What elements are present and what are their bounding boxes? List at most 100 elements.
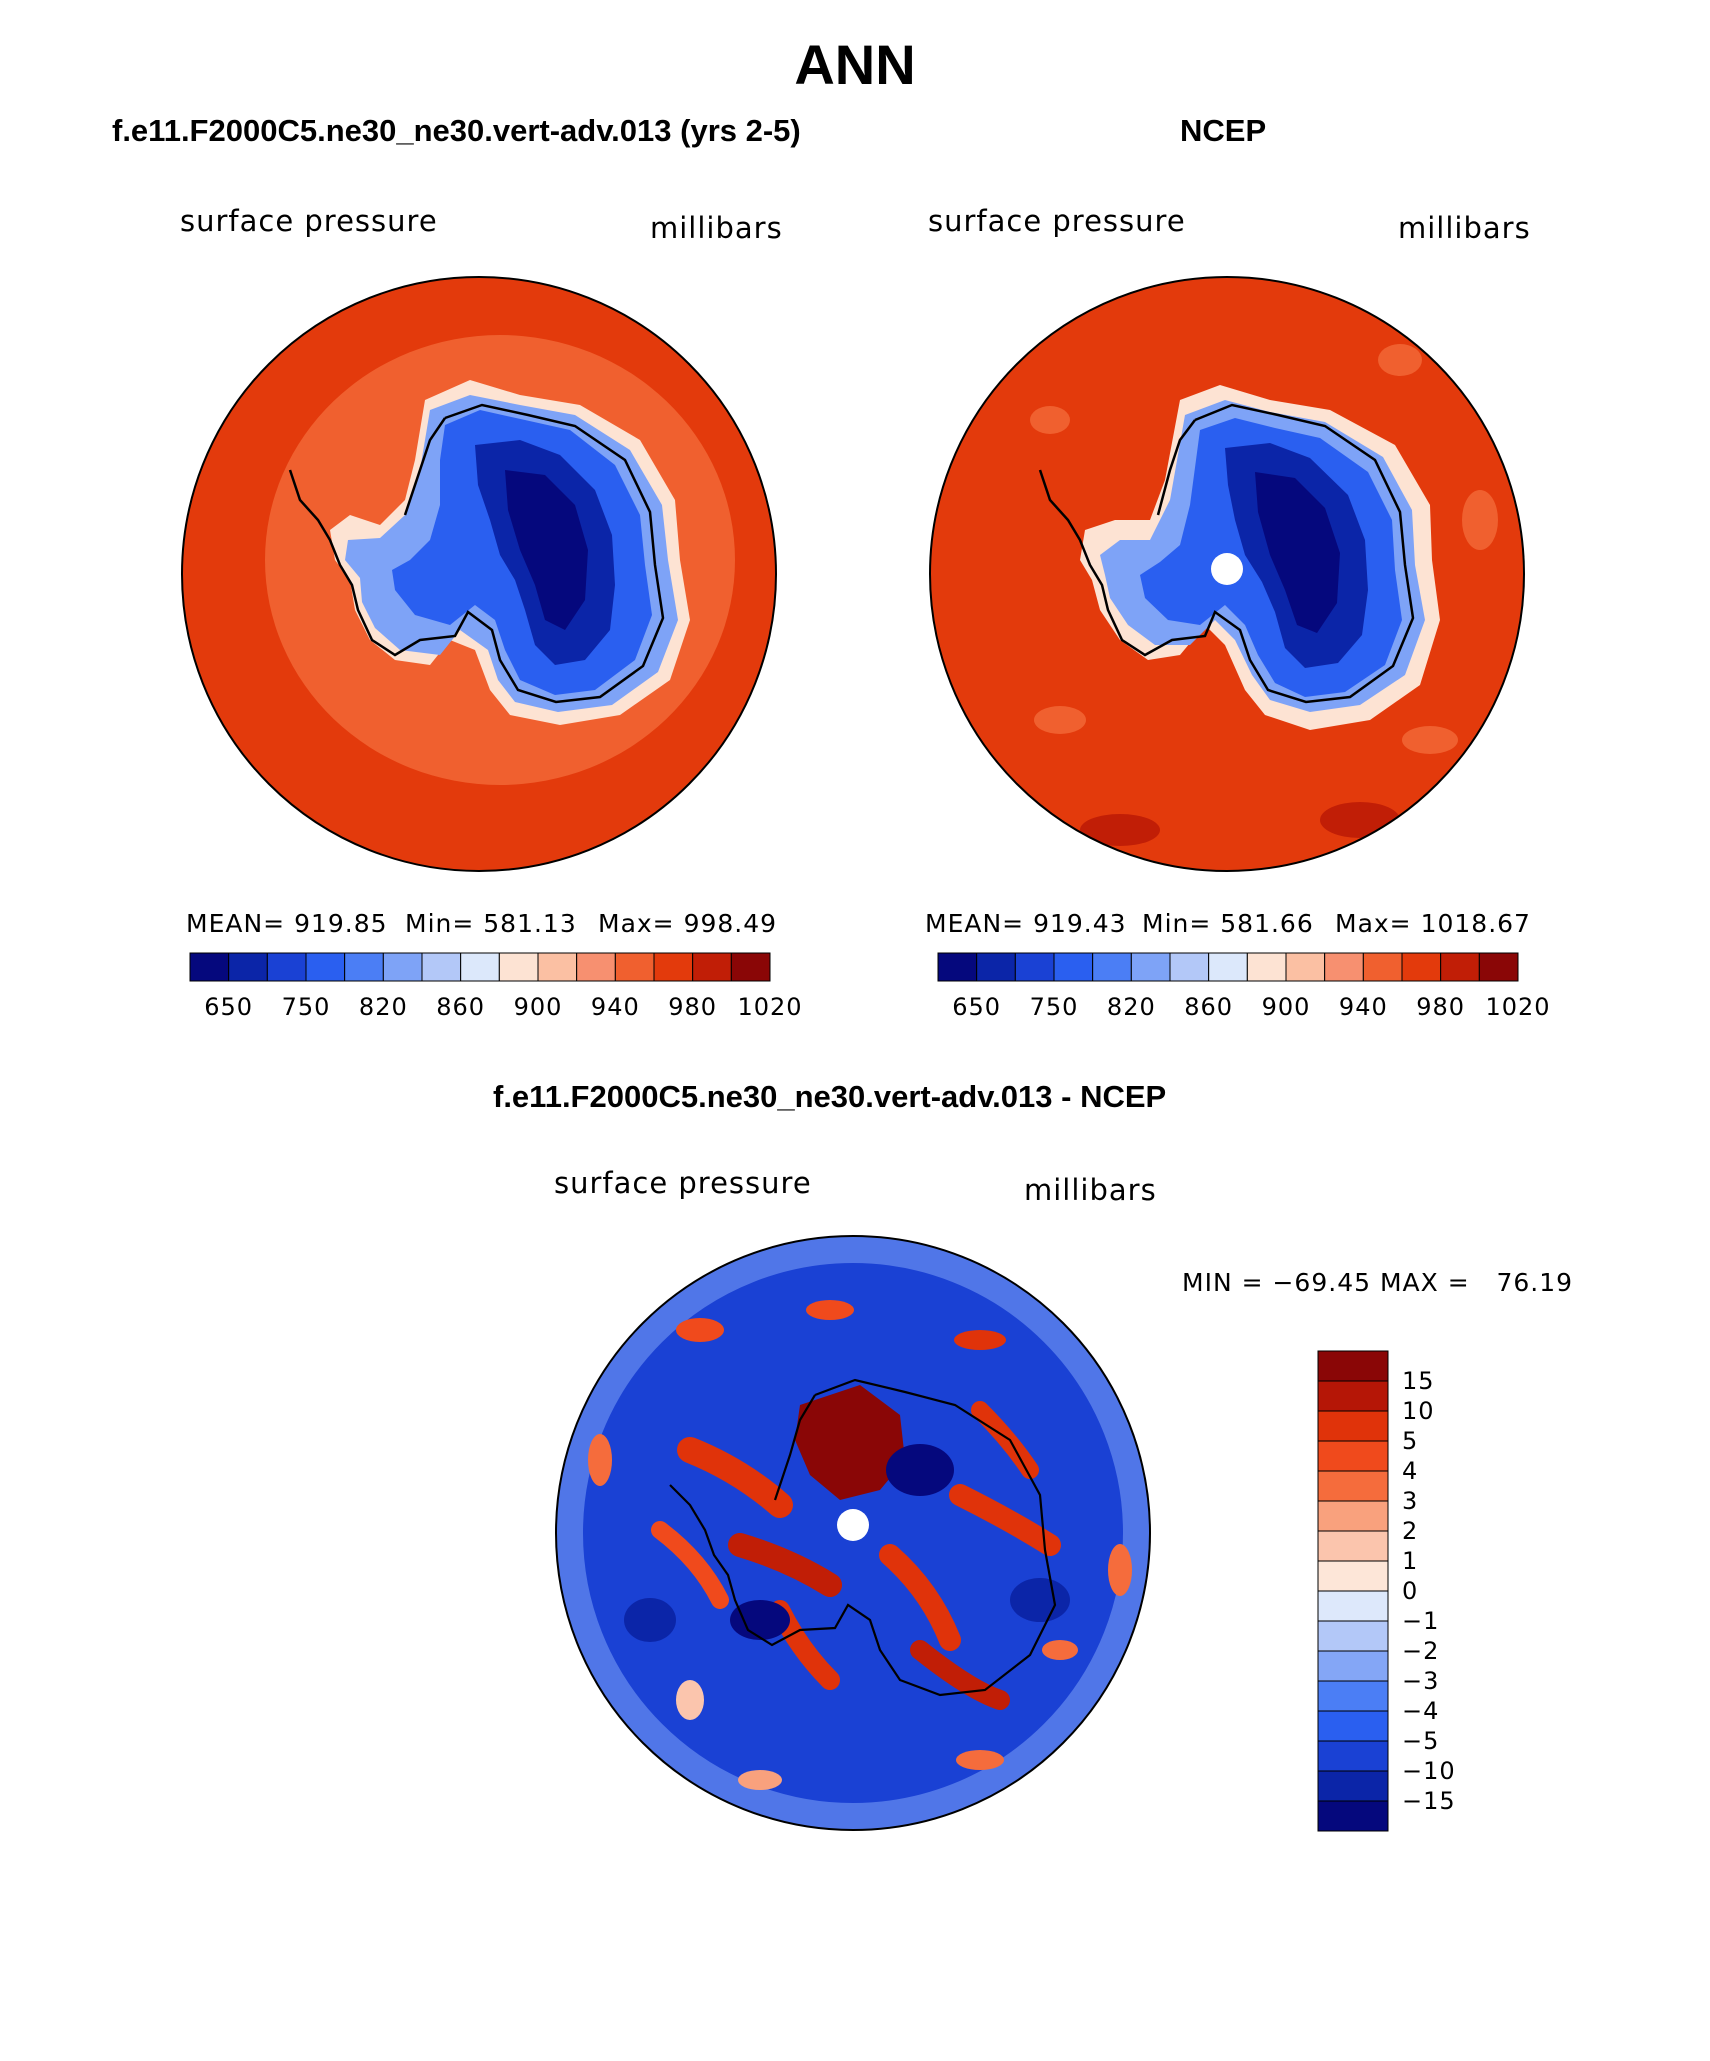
panel1-colorbar-swatch [421,952,462,982]
panel1-colorbar-tick-label: 900 [513,993,563,1021]
panel3-red-arc-d [949,1484,1061,1556]
panel2-colorbar-tick-label: 980 [1416,993,1466,1021]
panel1-colorbar-swatch [305,952,346,982]
panel3-title: f.e11.F2000C5.ne30_ne30.vert-adv.013 - N… [493,1079,1167,1114]
panel2-stats-max: Max= 1018.67 [1335,909,1531,938]
panel3-colorbar-swatch [1317,1530,1389,1562]
panel1-colorbar-swatch [382,952,423,982]
panel3-blob-6 [738,1770,782,1790]
panel3-colorbar-tick-label: 15 [1402,1367,1435,1395]
panel3-deep-2 [730,1600,790,1640]
panel3-colorbar-tick-label: 3 [1402,1487,1419,1515]
panel2-colorbar-tick-label: 820 [1106,993,1156,1021]
panel3-colorbar-tick-label: 4 [1402,1457,1419,1485]
panel3-red-arc-h [651,1521,729,1609]
panel1-colorbar-tick-label: 820 [358,993,408,1021]
panel3-red-arc-a [677,1437,793,1518]
panel2-colorbar-swatch [1092,952,1132,982]
panel3-variable-label: surface pressure [554,1166,812,1200]
panel2-colorbar-tick-label: 750 [1029,993,1079,1021]
panel3-colorbar-tick-label: 10 [1402,1397,1435,1425]
panel3-units-label: millibars [1024,1173,1157,1207]
panel3-blob-1 [676,1318,724,1342]
panel1-map-border [181,276,777,872]
panel1-colorbar-swatch [460,952,500,982]
panel3-colorbar-tick-label: −5 [1402,1727,1440,1755]
panel1-colorbar-swatch [730,952,771,982]
panel1-colorbar-tick-label: 940 [590,993,640,1021]
panel1-title: f.e11.F2000C5.ne30_ne30.vert-adv.013 (yr… [112,113,801,148]
panel2-coastline [1038,403,1415,704]
panel1-colorbar-swatch [344,952,384,982]
panel2-colorbar [937,952,1519,982]
panel3-light-ring [556,1236,1150,1830]
panel3-blob-3 [954,1330,1006,1350]
panel3-minmax: MIN = −69.45 MAX = 76.19 [1182,1268,1574,1297]
panel2-patch-b [1378,344,1422,376]
panel3-red-arc-b [728,1533,842,1597]
panel1-colorbar-swatch [653,952,694,982]
panel2-patch-a [1030,406,1070,434]
panel2-colorbar-swatch [1169,952,1210,982]
panel1-coastline [288,403,665,704]
panel3-blob-7 [956,1750,1004,1770]
panel2-colorbar-swatch [937,952,978,982]
panel2-title: NCEP [1180,113,1267,148]
panel2-colorbar-swatch [1478,952,1519,982]
panel2-colorbar-tick-label: 940 [1338,993,1388,1021]
panel2-colorbar-swatch [976,952,1016,982]
panel1-stats-max: Max= 998.49 [598,909,778,938]
main-title: ANN [794,33,916,96]
panel2-patch-d [1080,814,1160,846]
panel3-colorbar-swatch [1317,1470,1389,1502]
panel3-colorbar-swatch [1317,1410,1389,1442]
panel1-colorbar-swatch [266,952,307,982]
panel1-variable-label: surface pressure [180,204,438,238]
panel2-patch-f [1034,706,1086,734]
panel3-colorbar-tick-label: −3 [1402,1667,1440,1695]
panel2-colorbar-tick-label: 650 [952,993,1002,1021]
panel3-colorbar-swatch [1317,1620,1389,1652]
panel3-deep-4 [1010,1578,1070,1622]
panel3-colorbar-swatch [1317,1680,1389,1712]
panel1-colorbar-swatch [228,952,268,982]
panel2-colorbar-swatch [1130,952,1171,982]
panel3-blob-4 [588,1434,612,1486]
panel1-colorbar [189,952,771,982]
panel3-blob-9 [676,1680,704,1720]
panel3-colorbar-tick-label: 0 [1402,1577,1419,1605]
panel2-stats-mean: MEAN= 919.43 [925,909,1127,938]
panel2-pole-hole [1211,553,1243,585]
panel2-colorbar-swatch [1285,952,1326,982]
panel2-variable-label: surface pressure [928,204,1186,238]
panel2-colorbar-tick-label: 1020 [1485,993,1551,1021]
panel2-map-border [929,276,1525,872]
panel3-map-border [555,1235,1151,1831]
panel2-colorbar-tick-label: 900 [1261,993,1311,1021]
panel3-colorbar-swatch [1317,1740,1389,1772]
panel2-colorbar-swatch [1440,952,1480,982]
panel2-colorbar-swatch [1208,952,1248,982]
panel2-units-label: millibars [1398,211,1531,245]
panel3-colorbar-tick-label: −15 [1402,1787,1456,1815]
panel1-colorbar-swatch [692,952,732,982]
panel2-stats-min: Min= 581.66 [1142,909,1314,938]
panel3-colorbar-labels: 15 10 5 4 3 2 1 0 −1 −2 −3 −4 −5 −10 −15 [1402,1351,1512,1831]
panel3-colorbar-swatch [1317,1710,1389,1742]
panel1-colorbar-labels: 650 750 820 860 900 940 980 1020 [190,993,801,1023]
panel3-colorbar-swatch [1317,1350,1389,1382]
panel3-deep-1 [886,1444,954,1496]
panel3-blob-5 [1108,1544,1132,1596]
panel3-pole-hole [837,1509,869,1541]
panel3-colorbar-tick-label: 1 [1402,1547,1419,1575]
panel2-colorbar-swatch [1053,952,1094,982]
panel3-colorbar-tick-label: −1 [1402,1607,1440,1635]
panel2-patch-c [1462,490,1498,550]
panel3-colorbar-tick-label: 5 [1402,1427,1419,1455]
panel3-red-arc-g [971,1401,1039,1479]
panel1-units-label: millibars [650,211,783,245]
panel1-colorbar-tick-label: 750 [281,993,331,1021]
